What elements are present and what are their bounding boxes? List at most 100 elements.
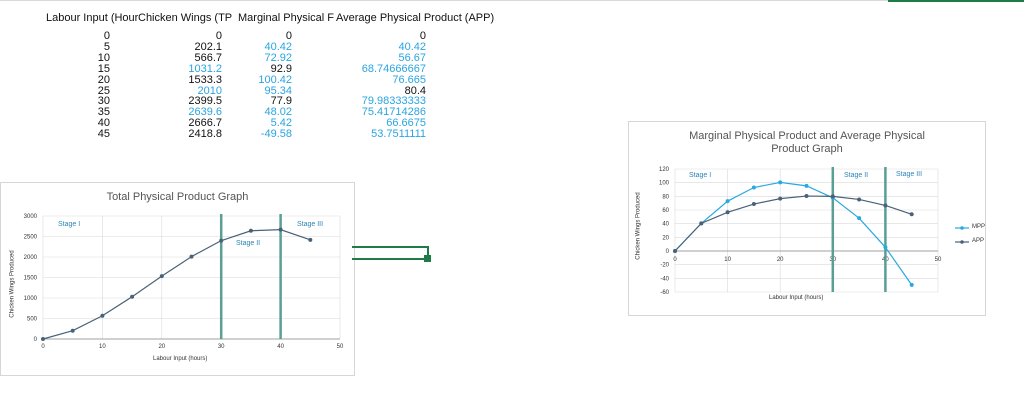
table-cell-r1-c3[interactable]: 40.42 [398,40,426,53]
table-cell-r7-c1[interactable]: 2639.6 [188,106,222,119]
table-cell-r6-c0[interactable]: 30 [97,95,110,108]
tpp-ytick-label: 1000 [24,296,38,302]
mppapp-ytick-label: -60 [660,290,669,296]
table-cell-r2-c0[interactable]: 10 [97,51,110,64]
table-cell-r0-c0[interactable]: 0 [103,30,110,42]
mpp-app-stage-1-label: Stage I [689,172,712,179]
mpp-app-y-axis-label: Chicken Wings Produced [635,192,642,260]
mpp-app-plot: -60-40-2002040608010012001020304050 [659,167,969,296]
table-cell-r7-c0[interactable]: 35 [97,106,110,119]
tpp-x-axis-label: Labour Input (hours) [153,356,208,362]
table-cell-r6-c3[interactable]: 79.98333333 [361,95,426,108]
table-cell-r0-c1[interactable]: 0 [215,30,222,42]
table-cell-r5-c2[interactable]: 95.34 [264,84,292,97]
table-cell-r8-c3[interactable]: 66.6675 [386,117,426,130]
header-labour-input[interactable]: Labour Input (Hour [46,12,139,24]
mppapp-series-app-point [804,194,809,199]
tpp-stage-3-label: Stage III [297,221,324,228]
tpp-xtick-label: 10 [99,344,106,350]
mppapp-series-mpp-point [883,245,888,250]
table-cell-r9-c1[interactable]: 2418.8 [188,128,222,141]
table-cell-r1-c2[interactable]: 40.42 [264,40,292,53]
tpp-series-tpp-point [278,227,283,232]
mppapp-series-app-point [751,202,756,207]
table-cell-r4-c0[interactable]: 20 [97,73,110,86]
mppapp-ytick-label: 120 [659,167,670,173]
table-cell-r4-c3[interactable]: 76.665 [392,73,426,86]
mppapp-ytick-label: -20 [660,263,669,269]
table-cell-r8-c2[interactable]: 5.42 [270,117,292,130]
table-cell-r2-c1[interactable]: 566.7 [194,51,222,64]
tpp-xtick-label: 20 [158,344,165,350]
selected-cell-border [888,0,1024,2]
header-app[interactable]: Average Physical Product (APP) [336,12,495,24]
table-cell-r0-c3[interactable]: 0 [419,30,426,42]
mppapp-series-app-point [725,210,730,215]
tpp-ytick-label: 2000 [24,255,38,261]
table-cell-r5-c0[interactable]: 25 [97,84,110,97]
mppapp-series-app-point [673,249,677,253]
table-cell-r3-c0[interactable]: 15 [97,62,110,75]
header-mpp[interactable]: Marginal Physical F [238,12,334,24]
mpp-app-chart[interactable]: Marginal Physical Product and Average Ph… [628,121,986,316]
mppapp-ytick-label: 40 [662,222,669,228]
mppapp-xtick-label: 20 [777,257,784,263]
mppapp-series-mpp-line [674,181,913,286]
resize-handle[interactable] [424,255,431,262]
mpp-app-chart-title: Marginal Physical Product and Average Ph… [689,130,925,155]
tpp-series-tpp-point [189,254,194,259]
table-cell-r9-c2[interactable]: -49.58 [260,128,292,141]
header-chicken-wings[interactable]: Chicken Wings (TP [138,12,233,24]
tpp-series-tpp-point [130,294,135,299]
table-cell-r5-c1[interactable]: 2010 [197,84,222,97]
table-cell-r0-c2[interactable]: 0 [285,30,292,42]
tpp-xtick-label: 50 [337,344,344,350]
tpp-xtick-label: 30 [218,344,225,350]
connector-line-bottom[interactable] [352,258,428,260]
sheet-top-border [0,0,1024,1]
tpp-series-tpp-point [41,337,45,341]
connector-line-top[interactable] [352,246,428,248]
connector-line-right[interactable] [427,246,429,260]
table-cell-r9-c3[interactable]: 53.7511111 [371,128,426,141]
tpp-plot: 0 500 1000 1500 2000 2500 3000 0 10 20 30 40 50 [24,214,344,350]
mpp-app-x-axis-label: Labour Input (hours) [769,295,824,301]
table-cell-r2-c3[interactable]: 56.67 [398,51,426,64]
table-cell-r9-c0[interactable]: 45 [97,128,110,141]
table-cell-r4-c2[interactable]: 100.42 [258,73,292,86]
tpp-chart[interactable]: Total Physical Product Graph 0 500 1000 150… [0,182,355,376]
legend-mpp-label: MPP [972,224,986,230]
mppapp-series-app-point [830,194,835,199]
tpp-series-tpp-point [159,274,164,279]
tpp-series-tpp-point [248,228,253,233]
tpp-series-tpp-point [308,237,313,242]
mppapp-series-app-point [699,221,704,226]
table-cell-r6-c1[interactable]: 2399.5 [188,95,222,108]
table-cell-r4-c1[interactable]: 1533.3 [188,73,222,86]
mppapp-series-mpp-point [751,185,756,190]
table-cell-r1-c0[interactable]: 5 [103,40,110,53]
tpp-stage-2-label: Stage II [236,240,261,247]
table-cell-r1-c1[interactable]: 202.1 [194,40,222,53]
tpp-chart-title: Total Physical Product Graph [106,191,249,203]
table-cell-r7-c3[interactable]: 75.41714286 [361,106,426,119]
table-cell-r7-c2[interactable]: 48.02 [264,106,292,119]
tpp-y-axis-label: Chicken Wings Produced [9,250,16,318]
mpp-app-stage-3-label: Stage III [896,171,923,178]
table-cell-r8-c1[interactable]: 2666.7 [188,117,222,130]
tpp-ytick-label: 2500 [24,235,38,241]
table-cell-r3-c1[interactable]: 1031.2 [188,62,222,75]
mppapp-xtick-label: 50 [935,257,942,263]
mppapp-ytick-label: 0 [666,249,670,255]
mppapp-series-app-line [674,195,912,252]
table-cell-r2-c2[interactable]: 72.92 [264,51,292,64]
tpp-series-tpp-point [70,328,75,333]
table-cell-r3-c3[interactable]: 68.74666667 [361,62,426,75]
table-cell-r3-c2[interactable]: 92.9 [270,62,292,75]
tpp-ytick-label: 1500 [24,276,38,282]
table-cell-r5-c3[interactable]: 80.4 [404,84,426,97]
tpp-ytick-label: 0 [34,337,38,343]
legend-mpp-marker [960,226,964,230]
table-cell-r8-c0[interactable]: 40 [97,117,110,130]
table-cell-r6-c2[interactable]: 77.9 [270,95,292,108]
